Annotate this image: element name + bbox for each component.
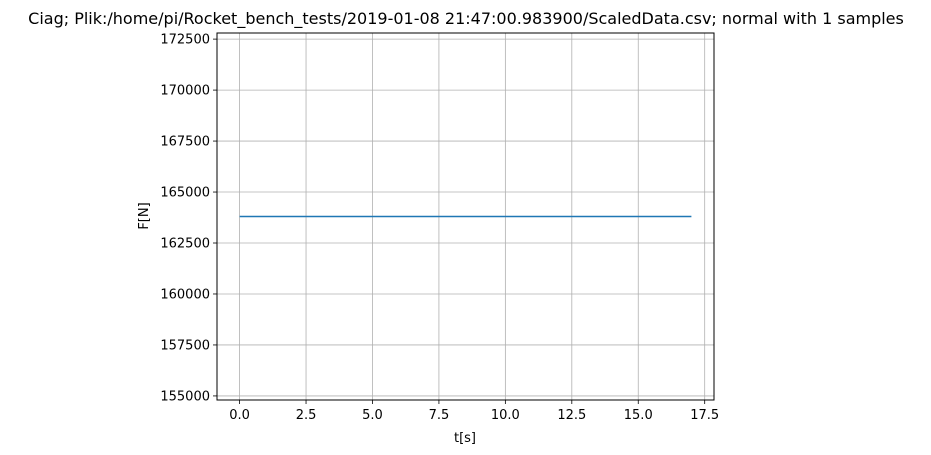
x-tick-label: 7.5 [429,408,450,423]
grid-lines [217,33,714,400]
x-tick-label: 2.5 [296,408,317,423]
x-tick-label: 12.5 [557,408,586,423]
x-tick-label: 10.0 [491,408,520,423]
plot-frame [216,32,715,401]
x-tick-label: 0.0 [229,408,250,423]
y-tick-label: 155000 [160,389,210,404]
x-tick-label: 15.0 [624,408,653,423]
y-tick-label: 157500 [160,338,210,353]
y-tick-label: 160000 [160,287,210,302]
x-axis-label: t[s] [454,431,476,446]
x-axis-ticks: 0.0 2.5 5.0 7.5 10.0 12.5 15.0 17.5 [229,400,719,423]
y-axis-ticks: 155000 157500 160000 162500 165000 167500 1700… [160,33,217,404]
y-axis-label: F[N] [137,202,152,229]
chart-title: Ciag; Plik:/home/pi/Rocket_bench_tests/2… [28,9,904,29]
y-tick-label: 167500 [160,135,210,150]
x-tick-label: 17.5 [690,408,719,423]
x-tick-label: 5.0 [362,408,383,423]
y-tick-label: 165000 [160,186,210,201]
y-tick-label: 170000 [160,84,210,99]
y-tick-label: 172500 [160,33,210,48]
y-tick-label: 162500 [160,237,210,252]
